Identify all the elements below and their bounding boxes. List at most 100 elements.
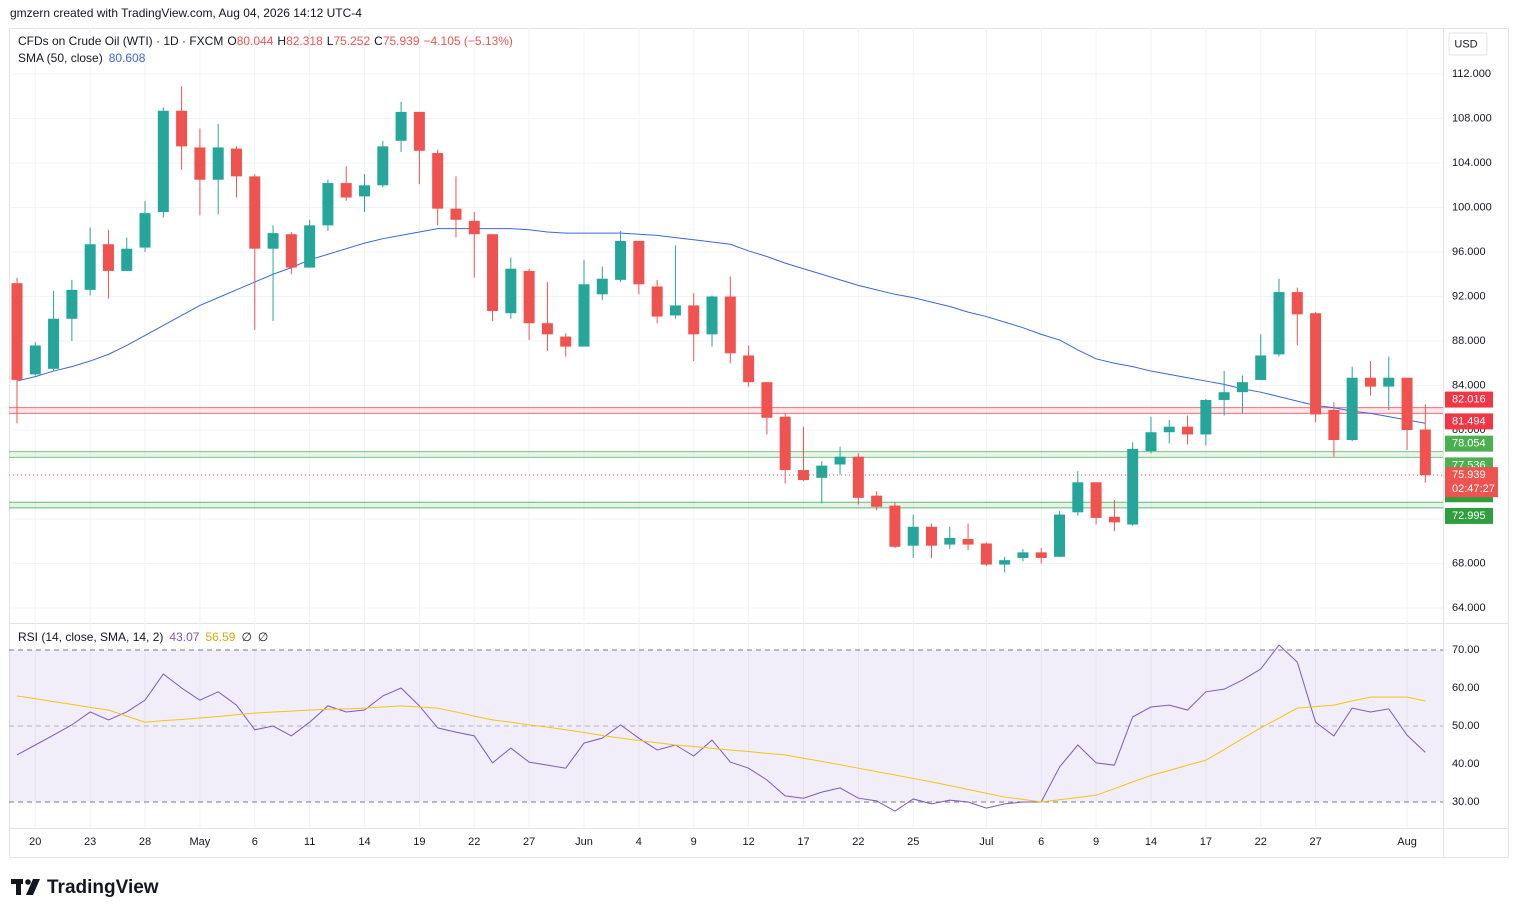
candle-body [1383,377,1395,387]
candle-body [267,233,279,249]
x-tick-label: 22 [1255,836,1267,848]
change: −4.105 (−5.13%) [424,34,513,48]
x-tick-label: 28 [139,836,151,848]
candle-body [48,318,60,369]
candle-body [432,153,444,209]
candle-body [84,244,96,290]
level-zone [9,502,1443,508]
candle-body [797,470,809,481]
y-tick-label: 40.00 [1452,758,1480,770]
logo-shape [25,879,31,885]
symbol-legend: CFDs on Crude Oil (WTI) · 1D · FXCM O80.0… [18,34,513,48]
x-tick-label: 23 [84,836,96,848]
candle-body [212,147,224,180]
candle-body [304,225,316,268]
y-tick-label: 112.000 [1452,68,1491,80]
y-tick-label: 60.00 [1452,682,1480,694]
x-tick-label: 27 [1309,836,1321,848]
candle-body [724,296,736,354]
x-tick-label: 14 [1145,836,1157,848]
candle-body [852,456,864,498]
y-tick-label: 68.000 [1452,557,1486,569]
y-tick-label: 100.000 [1452,201,1492,213]
x-tick-label: 22 [468,836,480,848]
x-tick-label: 6 [252,836,258,848]
low-value: 75.252 [333,34,370,48]
level-tag [1445,413,1493,430]
candle-body [651,286,663,317]
logo-shape [16,879,21,895]
l-prefix: L [327,34,334,48]
y-tick-label: 108.000 [1452,112,1492,124]
candle-body [102,244,114,271]
rsi-legend: RSI (14, close, SMA, 14, 2) 43.07 56.59 ∅ ∅ [18,630,268,644]
c-prefix: C [374,34,383,48]
candle-body [1090,482,1102,518]
candle-body [1218,392,1230,400]
rsi-suffix: ∅ [241,630,251,644]
candle-body [1127,448,1139,525]
y-tick-label: 64.000 [1452,602,1486,614]
candle-body [505,268,517,314]
candle-body [1182,426,1194,435]
candle-body [249,176,261,249]
sma-legend: SMA (50, close) 80.608 [18,51,146,65]
currency-button[interactable] [1448,32,1488,56]
candle-body [157,110,169,212]
candle-body [1346,377,1358,441]
sma-value: 80.608 [109,51,146,65]
candle-body [1145,432,1157,452]
candle-body [1054,514,1066,557]
last-price-label: 75.939 [1452,469,1486,481]
y-tick-label: 96.000 [1452,246,1486,258]
candle-body [322,183,334,226]
candle-body [413,111,425,151]
level-tag [1445,391,1493,408]
level-tag-label: 72.995 [1452,510,1486,522]
candle-body [1163,426,1175,433]
candle-body [944,537,956,545]
rsi-suffix: ∅ [258,630,268,644]
candle-body [980,543,992,565]
rsi-title: RSI (14, close, SMA, 14, 2) [18,630,163,644]
candle-body [11,283,23,380]
level-tag [1445,435,1493,452]
candle-body [834,456,846,465]
candle-body [889,505,901,547]
x-tick-label: 22 [852,836,864,848]
x-tick-label: Aug [1397,836,1417,848]
plot: 20 23 28 May 6 11 14 19 22 27 Jun 4 9 12 17 22 25 Jul 6 9 14… [9,28,1498,848]
candle-body [285,234,297,268]
rsi-value: 43.07 [169,630,199,644]
rsi-line [16,644,1426,812]
x-tick-label: 25 [907,836,919,848]
candle-body [359,185,371,197]
candle-body [596,278,608,295]
level-zone [9,451,1443,458]
candle-body [578,284,590,347]
candle-body [194,147,206,180]
candle-body [1291,292,1303,315]
x-tick-label: 17 [1200,836,1212,848]
open-value: 80.044 [237,34,274,48]
y-tick-label: 50.00 [1452,720,1480,732]
candle-body [340,183,352,198]
candle-body [230,148,242,177]
sma-name: SMA (50, close) [18,51,103,65]
h-prefix: H [277,34,286,48]
candle-body [1328,409,1340,441]
candle-body [487,234,499,311]
candle-body [1273,292,1285,355]
candle-body [816,465,828,478]
level-tag-label: 81.494 [1452,415,1486,427]
countdown: 02:47:27 [1452,483,1495,495]
candle-body [377,146,389,186]
candle-body [1236,382,1248,393]
rsi-sma-line [16,695,1426,803]
header: gmzern created with TradingView.com, Aug… [10,6,362,20]
candle-body [1310,313,1322,415]
candle-body [907,526,919,546]
symbol: CFDs on Crude Oil (WTI) · 1D · FXCM [18,34,223,48]
